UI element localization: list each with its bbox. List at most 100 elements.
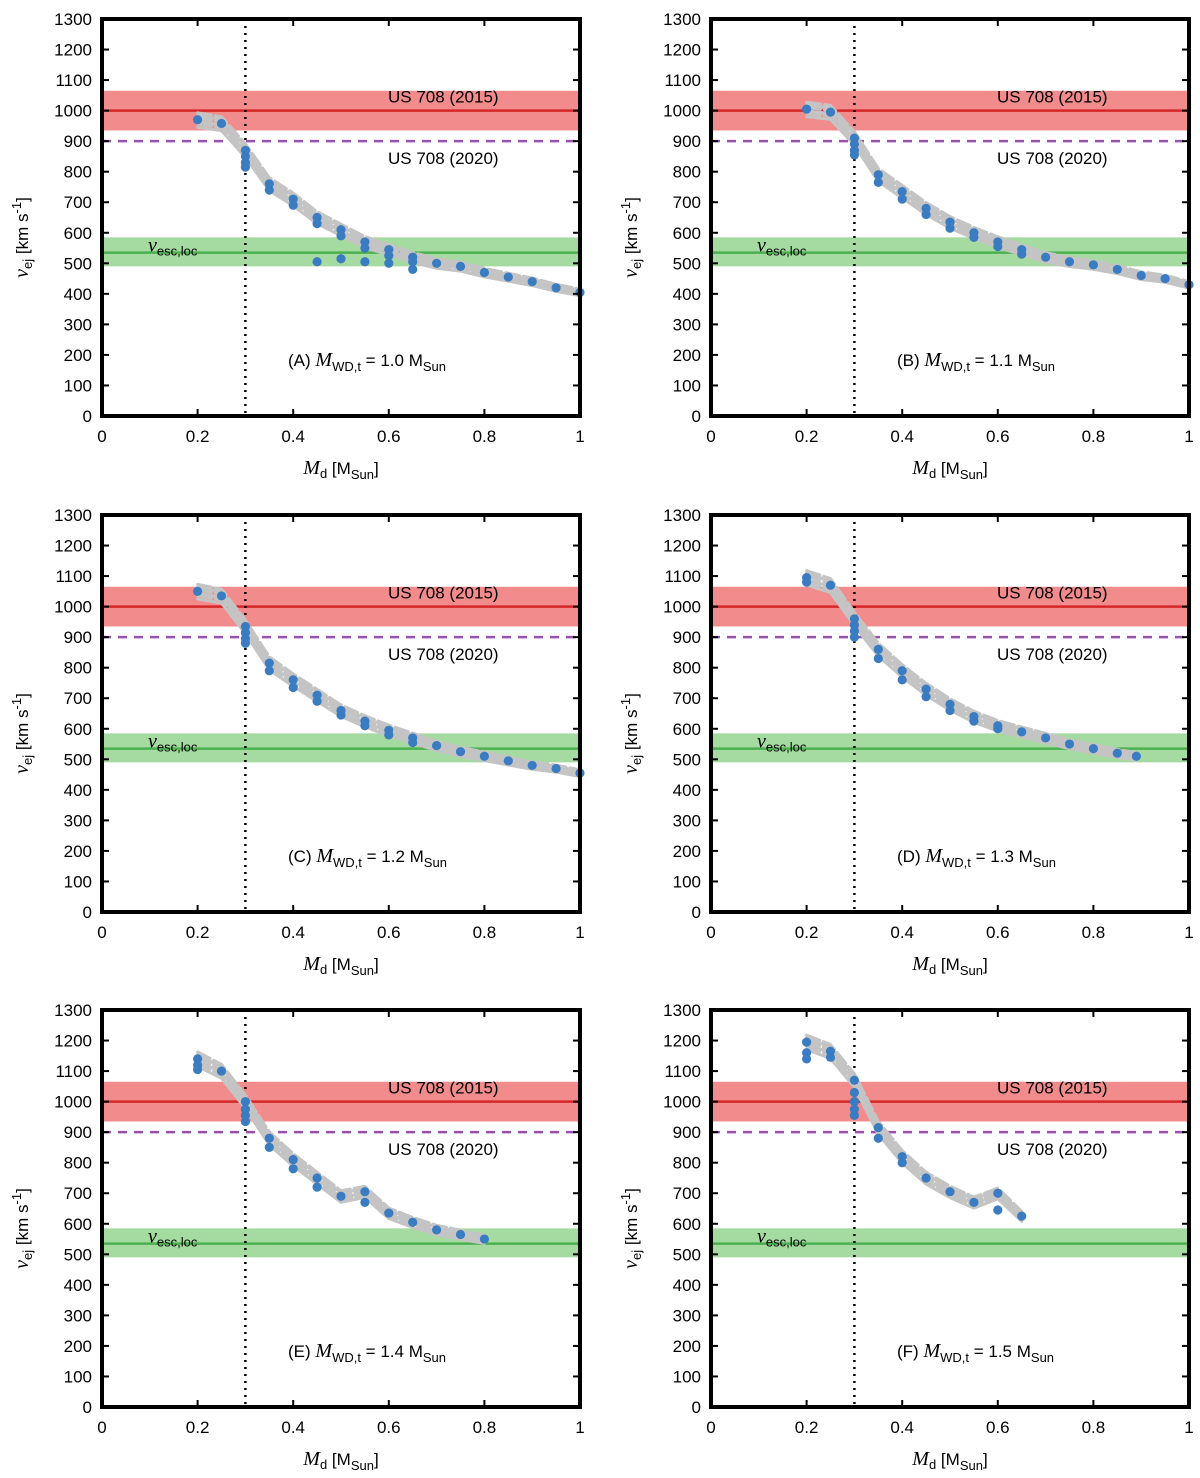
- data-point: [312, 696, 322, 706]
- data-point: [993, 1188, 1003, 1198]
- data-point: [1041, 733, 1051, 743]
- data-point: [921, 1173, 931, 1183]
- data-point: [336, 1191, 346, 1201]
- y-tick-label: 1300: [663, 10, 701, 29]
- y-tick-label: 900: [673, 628, 701, 647]
- data-point: [360, 243, 370, 253]
- plot-frame: [100, 513, 582, 914]
- data-point: [921, 684, 931, 694]
- data-point: [527, 277, 537, 287]
- panel-annotation: (F) MWD,t = 1.5 MSun: [897, 1340, 1054, 1365]
- y-tick-label: 800: [673, 163, 701, 182]
- data-point: [849, 632, 860, 642]
- data-point: [1112, 748, 1122, 758]
- y-tick-label: 100: [673, 1367, 701, 1386]
- panel-d: 0 100 200 300 400 500 600 700 800 900 1000 1100 1200…: [618, 506, 1194, 978]
- y-axis-label: vej [km s-1]: [9, 693, 35, 774]
- y-tick-label: 600: [64, 224, 92, 243]
- x-tick-label: 0.6: [377, 427, 401, 446]
- data-point: [264, 658, 274, 668]
- y-tick-label: 900: [64, 132, 92, 151]
- y-tick-label: 400: [673, 285, 701, 304]
- y-tick-label: 900: [673, 132, 701, 151]
- y-tick-label: 400: [64, 1276, 92, 1295]
- x-tick-label: 0.8: [1082, 1418, 1106, 1437]
- data-point: [945, 1187, 955, 1197]
- x-axis-label: Md [MSun]: [302, 457, 378, 482]
- y-tick-label: 500: [64, 254, 92, 273]
- data-point: [849, 1087, 860, 1098]
- data-point: [408, 1217, 418, 1227]
- data-point: [969, 232, 979, 242]
- data-point: [1064, 739, 1075, 749]
- data-point: [240, 1116, 250, 1127]
- data-point: [1136, 270, 1146, 281]
- vesc-loc-label: vesc,loc: [757, 1226, 807, 1250]
- data-point: [384, 1208, 394, 1218]
- simulation-track: [805, 1048, 1024, 1223]
- data-point: [1088, 260, 1098, 270]
- data-point: [921, 209, 931, 220]
- x-tick-label: 0.2: [186, 427, 210, 446]
- y-tick-label: 1200: [663, 41, 701, 60]
- x-tick-label: 0: [706, 1418, 715, 1437]
- y-tick-label: 1100: [664, 567, 701, 586]
- x-tick-label: 0.8: [1082, 923, 1106, 942]
- data-point: [384, 258, 394, 268]
- panel-e: 0 100 200 300 400 500 600 700 800 900 1000 1100 1200…: [9, 1001, 585, 1473]
- data-point: [825, 1052, 836, 1062]
- data-point: [993, 724, 1003, 734]
- y-tick-label: 700: [673, 193, 701, 212]
- data-point: [455, 1229, 466, 1240]
- y-axis-label: vej [km s-1]: [9, 1188, 35, 1269]
- x-tick-label: 0.6: [986, 427, 1010, 446]
- y-axis-label: vej [km s-1]: [9, 197, 35, 278]
- simulation-track: [196, 111, 582, 291]
- simulation-track: [805, 569, 1138, 755]
- data-point: [802, 577, 812, 587]
- panel-f: 0 100 200 300 400 500 600 700 800 900 1000 1100 1200…: [618, 1001, 1194, 1473]
- y-tick-label: 1100: [55, 567, 92, 586]
- panel-annotation: (E) MWD,t = 1.4 MSun: [288, 1340, 446, 1365]
- data-point: [360, 1197, 370, 1207]
- y-tick-label: 700: [673, 689, 701, 708]
- x-tick-label: 1: [575, 1418, 584, 1437]
- data-point: [264, 185, 274, 195]
- simulation-track: [805, 1044, 1024, 1221]
- y-tick-label: 0: [83, 407, 92, 426]
- y-tick-label: 500: [64, 750, 92, 769]
- y-tick-label: 200: [64, 1337, 92, 1356]
- x-tick-label: 0.2: [795, 923, 819, 942]
- x-tick-label: 1: [575, 427, 584, 446]
- y-tick-label: 100: [64, 872, 92, 891]
- data-point: [264, 1133, 274, 1143]
- data-point: [1131, 751, 1142, 761]
- y-tick-label: 800: [64, 659, 92, 678]
- data-point: [288, 1164, 298, 1174]
- data-point: [312, 257, 322, 267]
- y-tick-label: 700: [64, 689, 92, 708]
- x-tick-label: 0.2: [795, 1418, 819, 1437]
- data-point: [432, 258, 442, 268]
- y-tick-label: 100: [673, 376, 701, 395]
- y-tick-label: 700: [673, 1184, 701, 1203]
- y-axis-label: vej [km s-1]: [618, 1188, 644, 1269]
- y-tick-label: 600: [673, 224, 701, 243]
- y-tick-label: 1100: [55, 1062, 92, 1081]
- data-point: [193, 1064, 203, 1075]
- data-point: [360, 1187, 370, 1197]
- data-point: [873, 1122, 883, 1133]
- data-point: [288, 200, 298, 210]
- y-tick-label: 200: [673, 842, 701, 861]
- y-tick-label: 300: [64, 811, 92, 830]
- y-tick-label: 200: [673, 346, 701, 365]
- data-point: [993, 241, 1003, 252]
- x-tick-label: 1: [1184, 427, 1193, 446]
- x-tick-label: 0.8: [1082, 427, 1106, 446]
- data-point: [312, 1182, 322, 1192]
- data-point: [802, 1037, 812, 1047]
- y-tick-label: 500: [64, 1245, 92, 1264]
- y-tick-label: 400: [64, 285, 92, 304]
- data-point: [802, 104, 812, 114]
- y-tick-label: 500: [673, 1245, 701, 1264]
